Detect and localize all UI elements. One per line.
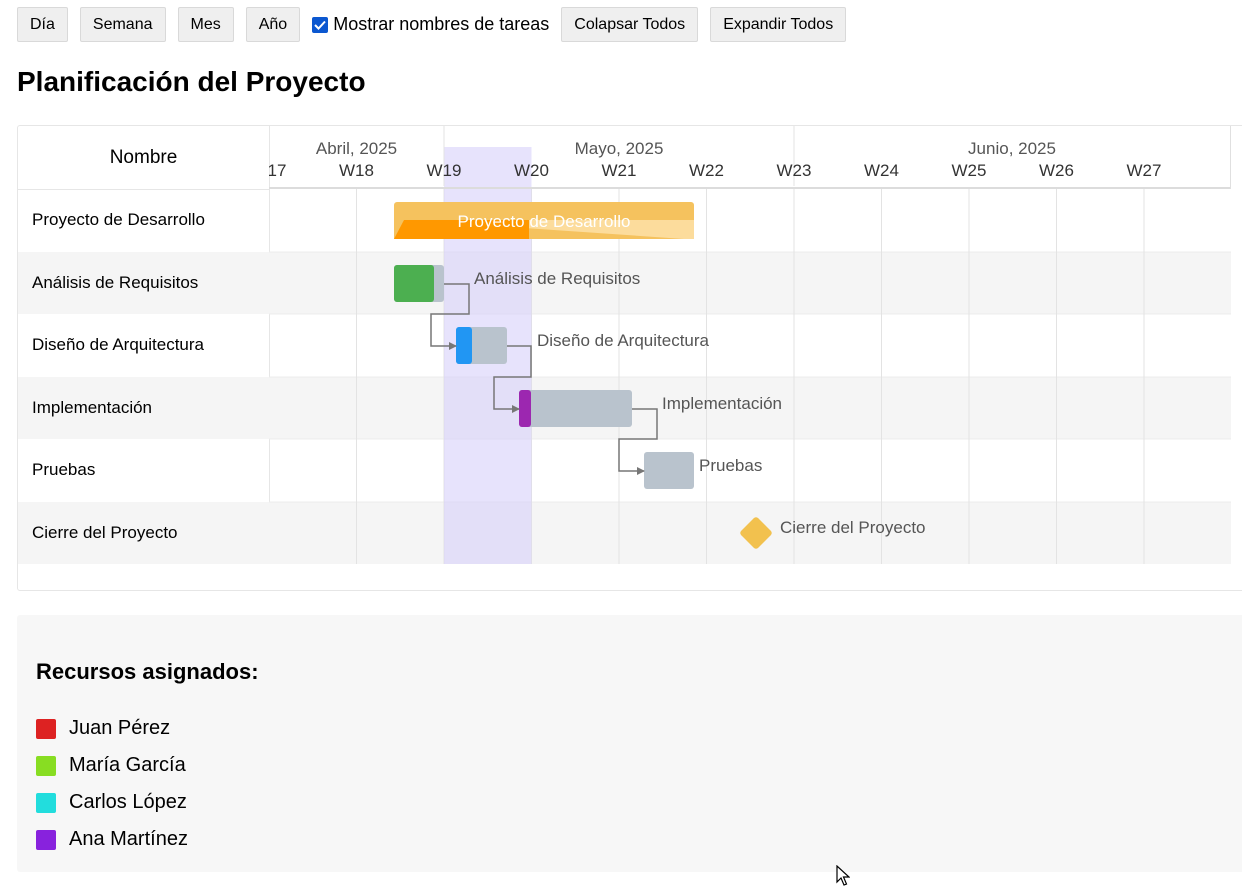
week-label: W23 xyxy=(777,161,812,180)
task-bar-label: Pruebas xyxy=(699,456,762,475)
mouse-pointer-icon xyxy=(836,865,850,886)
project-bar-label: Proyecto de Desarrollo xyxy=(458,212,631,231)
resource-color-swatch xyxy=(36,792,56,813)
checkmark-icon xyxy=(314,20,326,30)
gantt-chart: Nombre Proyecto de Desarrollo Análisis d… xyxy=(17,125,1242,591)
week-label: W24 xyxy=(864,161,899,180)
show-task-names-toggle[interactable]: Mostrar nombres de tareas xyxy=(312,14,549,35)
task-bar-label: Diseño de Arquitectura xyxy=(537,331,710,350)
task-name-row[interactable]: Diseño de Arquitectura xyxy=(32,335,204,354)
dependency-arrow xyxy=(430,283,470,350)
row-stripe xyxy=(269,377,1231,439)
resource-name: Carlos López xyxy=(69,791,187,813)
resource-item: Carlos López xyxy=(36,784,188,821)
week-label: W21 xyxy=(602,161,637,180)
week-view-button[interactable]: Semana xyxy=(79,7,166,42)
month-label: Junio, 2025 xyxy=(968,139,1056,158)
month-view-button[interactable]: Mes xyxy=(177,7,234,42)
task-bar-progress xyxy=(519,390,531,427)
week-label: 17 xyxy=(269,161,286,180)
task-bar-progress xyxy=(394,265,434,302)
day-view-button[interactable]: Día xyxy=(17,7,68,42)
resource-item: María García xyxy=(36,747,188,784)
milestone-label: Cierre del Proyecto xyxy=(780,518,926,537)
week-label: W22 xyxy=(689,161,724,180)
show-task-names-label: Mostrar nombres de tareas xyxy=(333,14,550,34)
name-column-header: Nombre xyxy=(18,126,269,190)
resource-name: Juan Pérez xyxy=(69,717,171,739)
task-bar-background xyxy=(519,390,632,427)
task-name-row[interactable]: Pruebas xyxy=(32,460,96,479)
week-label: W20 xyxy=(514,161,549,180)
week-label: W27 xyxy=(1127,161,1162,180)
month-label: Mayo, 2025 xyxy=(575,139,664,158)
resource-item: Juan Pérez xyxy=(36,710,188,747)
task-bar-label: Análisis de Requisitos xyxy=(474,269,640,288)
resource-item: Ana Martínez xyxy=(36,821,188,858)
resource-color-swatch xyxy=(36,829,56,850)
task-bar[interactable]: Diseño de Arquitectura xyxy=(456,327,710,364)
month-label: Abril, 2025 xyxy=(316,139,397,158)
task-bar-background xyxy=(644,452,694,489)
task-bar[interactable]: Pruebas xyxy=(644,452,762,489)
project-bar[interactable]: Proyecto de Desarrollo xyxy=(394,202,694,239)
task-name-row[interactable]: Implementación xyxy=(18,377,269,439)
view-toolbar: Día Semana Mes Año Mostrar nombres de ta… xyxy=(17,7,858,42)
task-bar[interactable]: Implementación xyxy=(519,390,782,427)
timeline-right-border xyxy=(1230,126,1231,189)
task-bar-label: Implementación xyxy=(662,394,782,413)
task-bar[interactable]: Análisis de Requisitos xyxy=(394,265,640,302)
collapse-all-button[interactable]: Colapsar Todos xyxy=(561,7,699,42)
dependency-arrow xyxy=(493,345,532,413)
project-bar-progress xyxy=(394,220,529,239)
resource-color-swatch xyxy=(36,755,56,776)
year-view-button[interactable]: Año xyxy=(245,7,301,42)
resource-name: María García xyxy=(69,754,186,776)
resources-panel: Recursos asignados: Juan Pérez María Gar… xyxy=(17,615,1242,872)
task-name-column: Nombre Proyecto de Desarrollo Análisis d… xyxy=(18,126,270,564)
week-label: W18 xyxy=(339,161,374,180)
page-title: Planificación del Proyecto xyxy=(17,66,366,97)
show-task-names-checkbox[interactable] xyxy=(312,16,329,33)
week-label: W26 xyxy=(1039,161,1074,180)
task-name-row[interactable]: Proyecto de Desarrollo xyxy=(32,210,205,229)
resource-color-swatch xyxy=(36,718,56,739)
resource-name: Ana Martínez xyxy=(69,828,188,850)
milestone-diamond xyxy=(740,517,772,549)
timeline-svg: Abril, 2025 Mayo, 2025 Junio, 2025 17 W1… xyxy=(269,126,1231,564)
task-name-row[interactable]: Cierre del Proyecto xyxy=(18,502,269,564)
resources-list: Juan Pérez María García Carlos López Ana… xyxy=(36,710,188,858)
milestone[interactable]: Cierre del Proyecto xyxy=(739,516,926,550)
dependency-arrow xyxy=(618,408,658,475)
task-name-row[interactable]: Análisis de Requisitos xyxy=(18,252,269,314)
resources-title: Recursos asignados: xyxy=(36,659,259,684)
expand-all-button[interactable]: Expandir Todos xyxy=(710,7,847,42)
week-label: W25 xyxy=(952,161,987,180)
gantt-timeline: Abril, 2025 Mayo, 2025 Junio, 2025 17 W1… xyxy=(269,126,1231,564)
week-label: W19 xyxy=(427,161,462,180)
task-bar-progress xyxy=(456,327,472,364)
